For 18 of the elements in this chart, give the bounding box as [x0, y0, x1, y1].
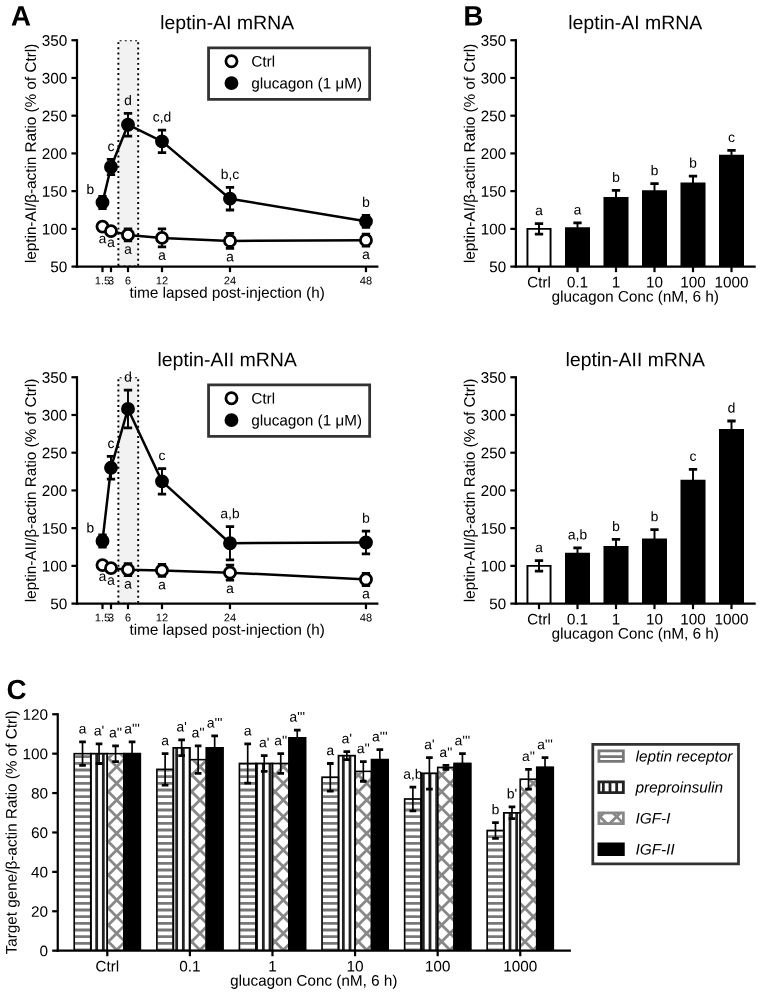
- point: [121, 401, 135, 416]
- point: [104, 224, 118, 239]
- point: [104, 561, 118, 576]
- chart-title: leptin-AII mRNA: [566, 352, 705, 371]
- point: [155, 134, 169, 149]
- point: [155, 474, 169, 489]
- text: B: [465, 6, 483, 26]
- chart-title: leptin-AI mRNA: [569, 15, 703, 34]
- chart-title: leptin-AII mRNA: [158, 352, 297, 371]
- chart-title: leptin-AI mRNA: [161, 15, 295, 34]
- point: [223, 191, 237, 206]
- point: [155, 230, 169, 245]
- point: [223, 536, 237, 551]
- text: A: [11, 6, 31, 26]
- point: [359, 535, 373, 550]
- point: [121, 117, 135, 132]
- text: C: [7, 679, 26, 700]
- point: [104, 460, 118, 475]
